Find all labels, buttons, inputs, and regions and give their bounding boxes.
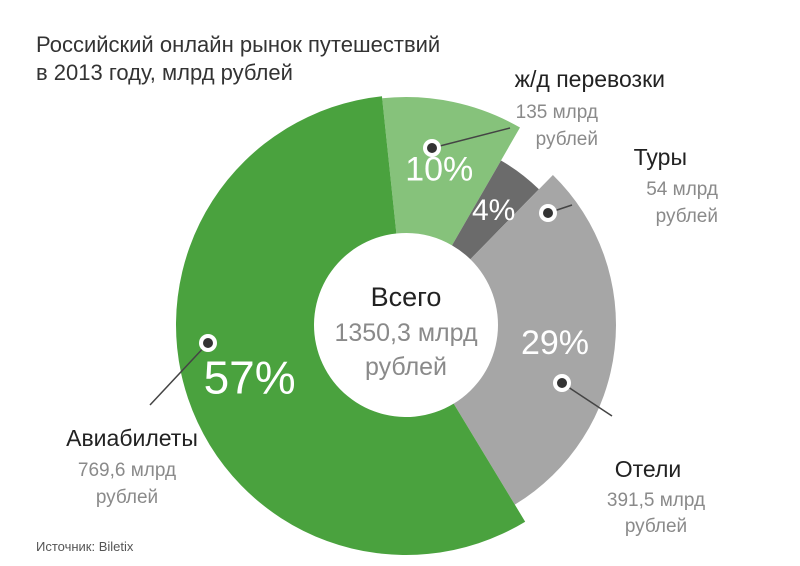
- slice-percent-label: 4%: [472, 194, 515, 227]
- category-name: Авиабилеты: [66, 425, 198, 451]
- category-name: Туры: [634, 144, 687, 170]
- category-name: Отели: [615, 456, 681, 482]
- category-value: 391,5 млрд: [607, 490, 705, 511]
- source-note: Источник: Biletix: [36, 539, 134, 554]
- chart-title-line-1: Российский онлайн рынок путешествий: [36, 32, 440, 57]
- category-unit: рублей: [656, 206, 718, 227]
- chart-title-line-2: в 2013 году, млрд рублей: [36, 60, 293, 85]
- center-total-title: Всего: [371, 282, 442, 312]
- leader-dot: [543, 208, 553, 218]
- slices-layer: [176, 96, 616, 555]
- leader-dot: [203, 338, 213, 348]
- labels-layer: 10% ж/д перевозки 135 млрд рублей 4% Туры 54 м…: [66, 66, 718, 537]
- category-name: ж/д перевозки: [515, 66, 665, 92]
- center-total-value: 1350,3 млрд: [334, 319, 478, 347]
- center-total-unit: рублей: [365, 353, 447, 381]
- slice-percent-label: 29%: [521, 324, 589, 362]
- donut-hole: [315, 234, 497, 416]
- leader-line: [149, 342, 209, 406]
- leader-line: [431, 127, 511, 149]
- category-unit: рублей: [625, 516, 687, 537]
- category-unit: рублей: [96, 487, 158, 508]
- leader-line: [561, 382, 613, 417]
- slice-1: [451, 160, 539, 260]
- category-value: 54 млрд: [646, 179, 718, 200]
- category-value: 135 млрд: [516, 102, 598, 123]
- slice-percent-label: 10%: [405, 150, 473, 188]
- category-unit: рублей: [536, 129, 598, 150]
- slice-2: [453, 174, 616, 505]
- leader-dot: [427, 143, 437, 153]
- slice-percent-label: 57%: [204, 352, 296, 404]
- slice-3: [176, 96, 526, 555]
- category-value: 769,6 млрд: [78, 460, 176, 481]
- leader-dot: [557, 378, 567, 388]
